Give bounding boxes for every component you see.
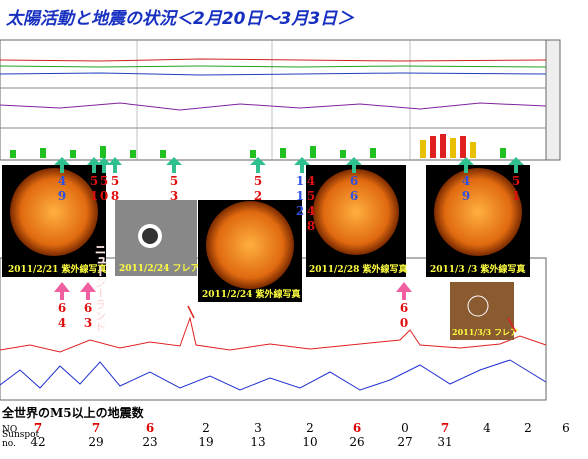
table-cell: 6 — [562, 421, 570, 435]
table-cell: 0 — [401, 421, 409, 435]
table-cell: 23 — [142, 435, 157, 449]
annotation: 3 — [84, 316, 92, 330]
annotation: 5 — [512, 174, 520, 188]
annotation: 1 — [512, 189, 520, 203]
table-cell: 26 — [349, 435, 364, 449]
table-cell: 27 — [397, 435, 412, 449]
annotation: 5 — [100, 174, 108, 188]
annotation: 4 — [58, 174, 66, 188]
annotation: 6 — [58, 301, 66, 315]
annotation: 4 — [307, 204, 315, 218]
table-cell: 7 — [441, 421, 449, 435]
photo-caption: 2011/3/3 フレア — [452, 327, 518, 337]
annotation: 3 — [170, 189, 178, 203]
photo: 2011/2/28 紫外線写真 — [306, 165, 408, 277]
photo: 2011/2/24 フレア — [115, 200, 200, 276]
annotation: 2 — [254, 189, 262, 203]
annotation: 2 — [296, 204, 304, 218]
annotation: 8 — [111, 189, 119, 203]
table-cell: 6 — [353, 421, 361, 435]
goes-panel — [0, 39, 561, 161]
annotation: 6 — [350, 189, 358, 203]
annotation: 6 — [350, 174, 358, 188]
table-cell: 13 — [250, 435, 265, 449]
region-label: ニュージーランド — [94, 244, 107, 332]
photo-caption: 2011/2/28 紫外線写真 — [309, 263, 408, 275]
photo-caption: 2011/3 /3 紫外線写真 — [430, 263, 525, 275]
photo: 2011/3 /3 紫外線写真 — [426, 165, 530, 277]
annotation: 0 — [100, 189, 108, 203]
photo: 2011/2/21 紫外線写真 — [2, 165, 107, 277]
photo-caption: 2011/2/24 紫外線写真 — [202, 288, 301, 300]
table-cell: 2 — [306, 421, 314, 435]
annotation: 4 — [462, 174, 470, 188]
annotation: 5 — [307, 189, 315, 203]
row-label: NO — [2, 425, 17, 435]
table-cell: 2 — [524, 421, 532, 435]
annotation: 5 — [90, 174, 98, 188]
photo-caption: 2011/2/24 フレア — [119, 263, 200, 274]
table-cell: 31 — [437, 435, 452, 449]
annotation: 1 — [90, 189, 98, 203]
photo: 2011/3/3 フレア — [450, 282, 518, 340]
table-cell: 19 — [198, 435, 213, 449]
row-label: no. — [2, 439, 16, 449]
annotation: 4 — [307, 174, 315, 188]
annotation: 6 — [400, 301, 408, 315]
photo: 2011/2/24 紫外線写真 — [198, 200, 302, 302]
arrow — [54, 157, 524, 173]
annotation: 8 — [307, 219, 315, 233]
arrow — [187, 305, 195, 319]
table-cell: 7 — [34, 421, 42, 435]
table-cell: 42 — [30, 435, 45, 449]
annotation: 6 — [84, 301, 92, 315]
table-cell: 10 — [302, 435, 317, 449]
table-cell: 29 — [88, 435, 103, 449]
annotation: 5 — [170, 174, 178, 188]
table-cell: 6 — [146, 421, 154, 435]
table-cell: 2 — [202, 421, 210, 435]
annotation: 9 — [462, 189, 470, 203]
row-label: Sunspot — [2, 430, 40, 440]
arrow — [507, 317, 517, 333]
annotation: 5 — [111, 174, 119, 188]
table-cell: 7 — [92, 421, 100, 435]
table-cell: 3 — [254, 421, 262, 435]
table-heading: 全世界のM5以上の地震数 — [1, 405, 145, 420]
arrow — [54, 282, 412, 300]
annotation: 0 — [400, 316, 408, 330]
annotation: 1 — [296, 189, 304, 203]
annotation: 9 — [58, 189, 66, 203]
photo-caption: 2011/2/21 紫外線写真 — [8, 263, 107, 275]
title: 太陽活動と地震の状況＜2月20日～3月3日＞ — [5, 9, 355, 29]
table-cell: 4 — [483, 421, 491, 435]
annotation: 1 — [296, 174, 304, 188]
annotation: 5 — [254, 174, 262, 188]
annotation: 4 — [58, 316, 66, 330]
